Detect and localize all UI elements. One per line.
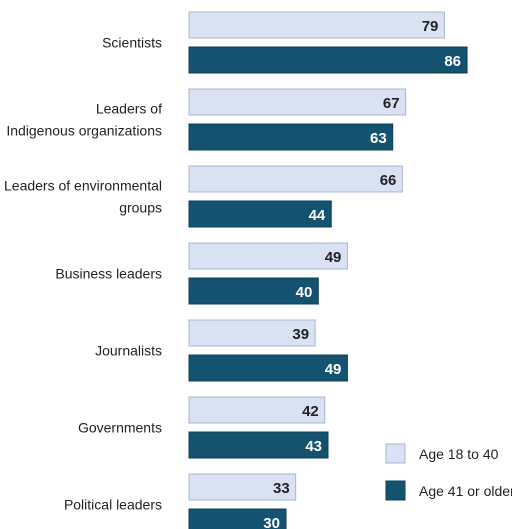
legend-label-age-18-to-40: Age 18 to 40 bbox=[419, 446, 499, 462]
bar-scientists-age-41-or-older bbox=[188, 46, 468, 74]
value-label-leaders-of-environmental-groups-age-18-to-40: 66 bbox=[380, 172, 397, 189]
category-label-governments: Governments bbox=[78, 420, 162, 436]
value-label-journalists-age-18-to-40: 39 bbox=[292, 326, 309, 343]
value-label-scientists-age-18-to-40: 79 bbox=[422, 18, 439, 35]
bar-leaders-of-environmental-groups-age-41-or-older bbox=[188, 200, 332, 228]
value-label-scientists-age-41-or-older: 86 bbox=[444, 53, 461, 70]
value-label-business-leaders-age-41-or-older: 40 bbox=[296, 284, 313, 301]
legend-swatch-age-41-or-older bbox=[385, 480, 406, 501]
value-label-leaders-of-environmental-groups-age-41-or-older: 44 bbox=[309, 207, 326, 224]
bar-journalists-age-41-or-older bbox=[188, 354, 348, 382]
category-label-journalists: Journalists bbox=[95, 343, 162, 359]
value-label-leaders-of-indigenous-organizations-age-41-or-older: 63 bbox=[370, 130, 387, 147]
bar-governments-age-18-to-40 bbox=[188, 396, 326, 424]
category-label-leaders-of-indigenous-organizations-line-2: Indigenous organizations bbox=[6, 123, 162, 139]
legend-label-age-41-or-older: Age 41 or older bbox=[419, 483, 512, 499]
bar-political-leaders-age-41-or-older bbox=[188, 508, 287, 529]
bar-leaders-of-environmental-groups-age-18-to-40 bbox=[188, 165, 403, 193]
legend-swatch-age-18-to-40 bbox=[385, 443, 406, 464]
category-label-leaders-of-environmental-groups-line-1: Leaders of environmental bbox=[4, 178, 162, 194]
value-label-governments-age-18-to-40: 42 bbox=[302, 403, 319, 420]
bars-group: 79 86 67 63 66 44 49 40 39 49 42 43 33 30 bbox=[188, 11, 468, 529]
category-label-political-leaders: Political leaders bbox=[64, 497, 162, 513]
bar-journalists-age-18-to-40 bbox=[188, 319, 316, 347]
category-label-business-leaders: Business leaders bbox=[55, 266, 162, 282]
category-label-scientists: Scientists bbox=[102, 35, 162, 51]
bar-leaders-of-indigenous-organizations-age-41-or-older bbox=[188, 123, 394, 151]
bar-business-leaders-age-18-to-40 bbox=[188, 242, 348, 270]
value-label-governments-age-41-or-older: 43 bbox=[305, 438, 322, 455]
value-label-journalists-age-41-or-older: 49 bbox=[325, 361, 342, 378]
bar-scientists-age-18-to-40 bbox=[188, 11, 445, 39]
value-label-leaders-of-indigenous-organizations-age-18-to-40: 67 bbox=[383, 95, 400, 112]
legend: Age 18 to 40 Age 41 or older bbox=[385, 443, 512, 501]
bar-political-leaders-age-18-to-40 bbox=[188, 473, 297, 501]
bar-governments-age-41-or-older bbox=[188, 431, 329, 459]
category-label-leaders-of-indigenous-organizations-line-1: Leaders of bbox=[96, 101, 162, 117]
value-label-political-leaders-age-41-or-older: 30 bbox=[263, 515, 280, 529]
bar-leaders-of-indigenous-organizations-age-18-to-40 bbox=[188, 88, 407, 116]
value-label-political-leaders-age-18-to-40: 33 bbox=[273, 480, 290, 497]
category-label-leaders-of-environmental-groups-line-2: groups bbox=[119, 200, 162, 216]
value-label-business-leaders-age-18-to-40: 49 bbox=[325, 249, 342, 266]
bar-business-leaders-age-41-or-older bbox=[188, 277, 319, 305]
category-labels-group: Scientists Leaders of Indigenous organizat… bbox=[4, 35, 162, 513]
